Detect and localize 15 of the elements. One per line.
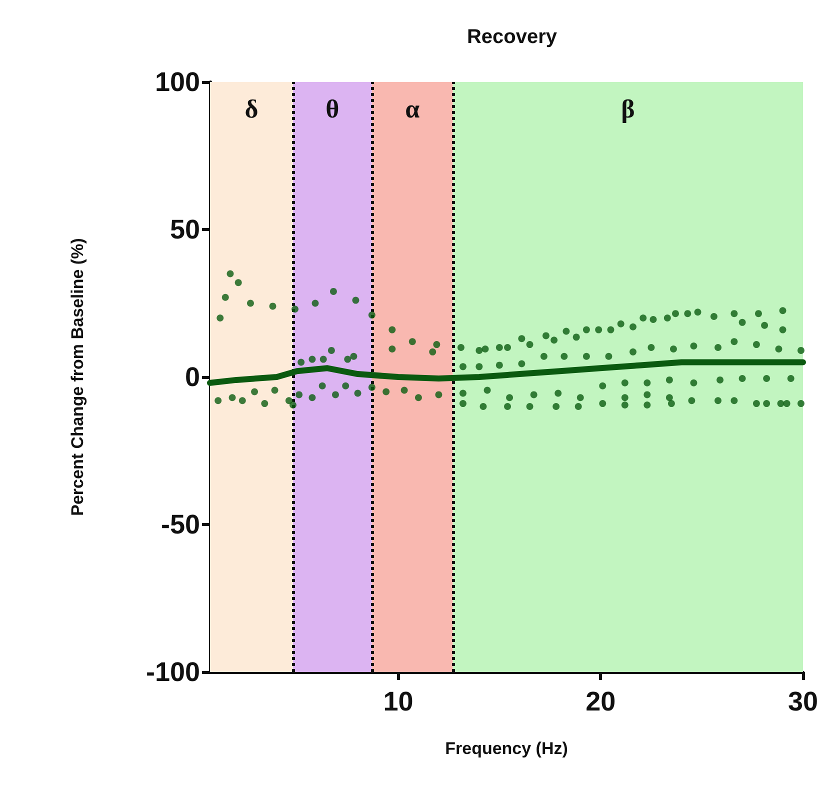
band-label: δ (244, 94, 258, 124)
x-tick-label: 10 (383, 686, 414, 716)
y-tick-label: 50 (170, 214, 200, 244)
x-tick-label: 30 (788, 686, 818, 716)
y-tick-label: -100 (146, 657, 200, 687)
band-label: θ (326, 94, 340, 124)
x-axis-title: Frequency (Hz) (445, 739, 568, 758)
band-label: β (621, 94, 635, 124)
chart-title: Recovery (466, 26, 558, 48)
x-tick-label: 20 (586, 686, 616, 716)
y-tick-label: 0 (184, 362, 200, 392)
y-tick-label: -50 (160, 510, 200, 540)
band-label: α (405, 94, 420, 124)
y-tick-label: 100 (154, 67, 200, 97)
y-axis-title: Percent Change from Baseline (%) (68, 238, 87, 516)
